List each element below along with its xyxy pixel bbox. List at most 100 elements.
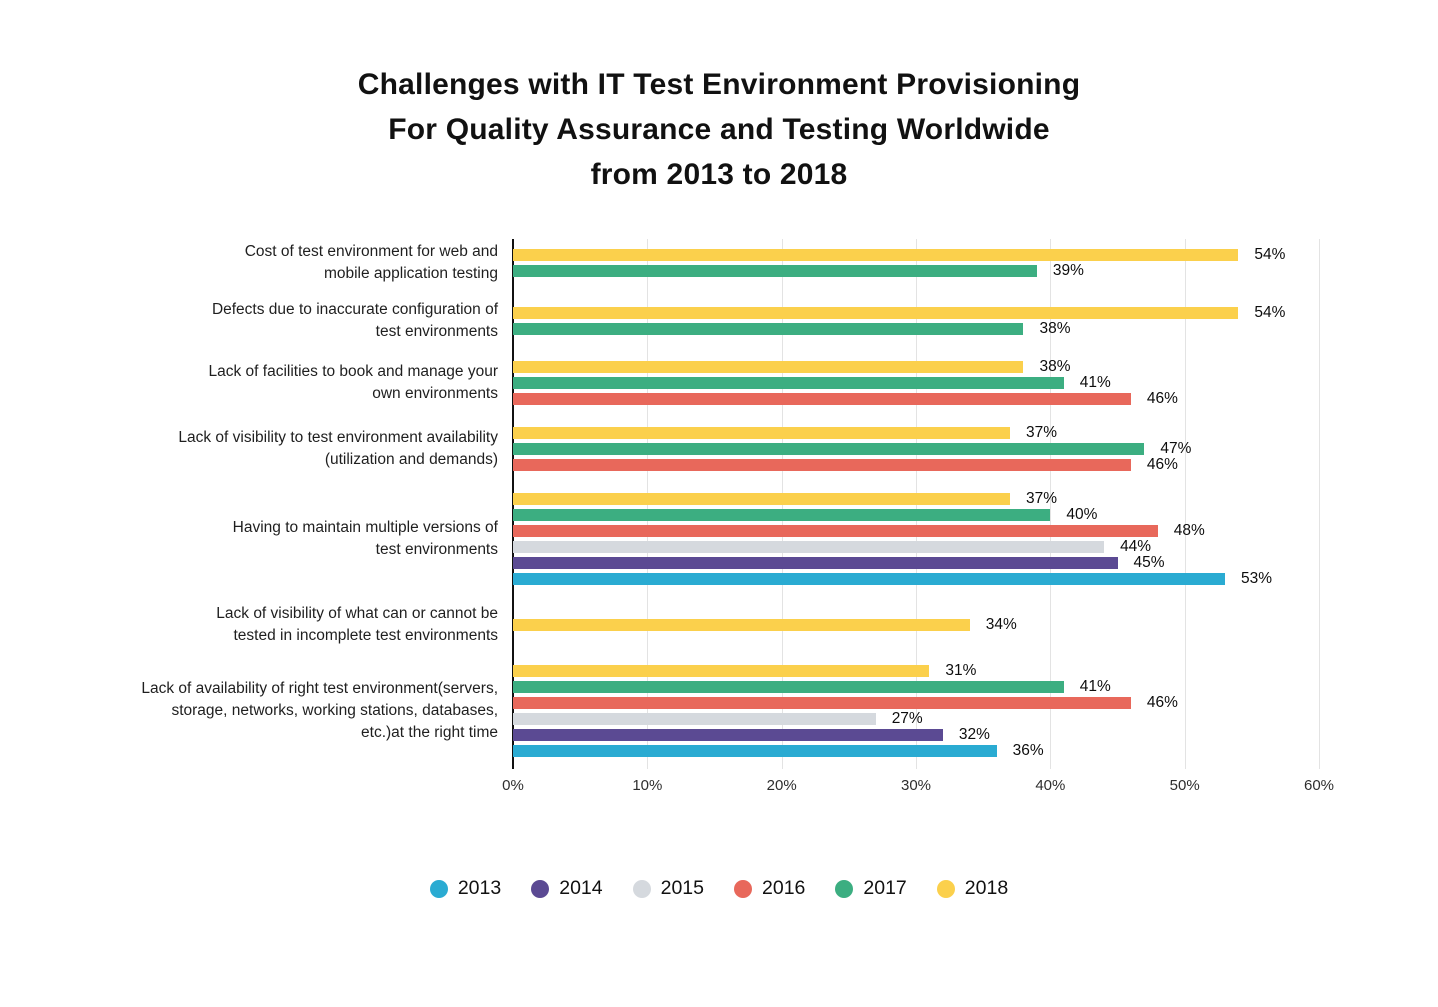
bar-line-2014: 45% (513, 554, 1319, 571)
category-label: Lack of availability of right test envir… (141, 680, 498, 741)
bar-2018 (513, 493, 1011, 505)
bar-value-label: 53% (1240, 570, 1272, 587)
chart-title-line-2: For Quality Assurance and Testing Worldw… (388, 113, 1050, 146)
bar-2014 (513, 729, 943, 741)
bar-2018 (513, 665, 930, 677)
legend-label: 2016 (762, 877, 806, 899)
bar-2018 (513, 619, 970, 631)
bar-2018 (513, 249, 1239, 261)
category-row: Defects due to inaccurate configuration … (120, 299, 1319, 343)
legend-item-2013: 2013 (429, 877, 502, 900)
bar-line-2017: 40% (513, 506, 1319, 523)
category-bars: 37% 40% 48% 44% 45% 53% (513, 489, 1319, 589)
bar-value-label: 45% (1133, 554, 1165, 571)
legend-label: 2014 (559, 877, 603, 899)
bar-value-label: 37% (1026, 424, 1058, 441)
bar-line-2018: 31% (513, 662, 1319, 679)
bar-line-2015: 27% (513, 710, 1319, 727)
bar-2017 (513, 265, 1037, 277)
x-axis-tick-label: 50% (1169, 777, 1200, 794)
bar-2014 (513, 557, 1118, 569)
bar-value-label: 47% (1160, 440, 1192, 457)
bar-2013 (513, 745, 997, 757)
bar-line-2018: 54% (513, 304, 1319, 321)
category-label: Having to maintain multiple versions of … (232, 519, 498, 558)
bar-value-label: 41% (1079, 374, 1111, 391)
bar-line-2017: 41% (513, 374, 1319, 391)
bar-2016 (513, 393, 1131, 405)
category-label: Cost of test environment for web and mob… (244, 243, 498, 282)
bar-value-label: 38% (1039, 358, 1071, 375)
bar-2017 (513, 681, 1064, 693)
category-row: Lack of visibility to test environment a… (120, 423, 1319, 475)
legend-label: 2015 (660, 877, 704, 899)
bar-value-label: 54% (1254, 304, 1286, 321)
category-label: Lack of facilities to book and manage yo… (208, 363, 498, 402)
bar-line-2016: 46% (513, 456, 1319, 473)
bar-line-2013: 36% (513, 742, 1319, 759)
category-label: Lack of visibility to test environment a… (178, 429, 498, 468)
bar-value-label: 37% (1026, 490, 1058, 507)
legend-dot-icon (734, 879, 752, 898)
legend-item-2014: 2014 (531, 877, 603, 900)
bar-chart: Cost of test environment for web and mob… (0, 239, 1438, 900)
legend-label: 2017 (863, 877, 907, 899)
x-axis-tick-label: 40% (1035, 777, 1066, 794)
bar-2017 (513, 509, 1051, 521)
x-axis: 0% 10% 20% 30% 40% 50% 60% (502, 777, 1334, 799)
x-axis-tick-label: 60% (1303, 777, 1335, 794)
bar-line-2016: 46% (513, 390, 1319, 407)
bar-2018 (513, 307, 1239, 319)
gridline-60 (1319, 239, 1320, 769)
x-axis-tick-label: 0% (502, 777, 524, 794)
bar-2016 (513, 697, 1131, 709)
bar-line-2018: 37% (513, 490, 1319, 507)
category-label: Defects due to inaccurate configuration … (211, 301, 498, 340)
category-bars: 38% 41% 46% (513, 357, 1319, 409)
legend-label: 2013 (457, 877, 502, 899)
legend-dot-icon (632, 879, 651, 898)
legend-dot-icon (835, 879, 854, 898)
legend-item-2017: 2017 (835, 877, 907, 900)
bar-2017 (513, 323, 1024, 335)
legend-dot-icon (936, 879, 955, 898)
category-bars: 34% (513, 615, 1319, 635)
bar-value-label: 40% (1066, 506, 1098, 523)
bar-2016 (513, 459, 1131, 471)
x-axis-tick-label: 30% (900, 777, 932, 794)
category-label: Lack of visibility of what can or cannot… (216, 605, 498, 644)
chart-title-line-3: from 2013 to 2018 (590, 158, 848, 191)
legend-label: 2018 (964, 877, 1009, 899)
bar-line-2018: 54% (513, 246, 1319, 263)
category-bars: 31% 41% 46% 27% 32% 36% (513, 661, 1319, 761)
category-bars: 54% 38% (513, 303, 1319, 339)
chart-title: Challenges with IT Test Environment Prov… (0, 62, 1438, 197)
bar-value-label: 41% (1079, 678, 1111, 695)
x-axis-tick-label: 10% (632, 777, 663, 794)
bar-value-label: 46% (1146, 694, 1178, 711)
bar-2015 (513, 713, 876, 725)
bar-value-label: 31% (945, 662, 977, 679)
bar-line-2015: 44% (513, 538, 1319, 555)
gridline-50 (1184, 239, 1186, 769)
bar-line-2014: 32% (513, 726, 1319, 743)
category-row: Lack of visibility of what can or cannot… (120, 603, 1319, 647)
x-axis-tick-label: 20% (766, 777, 797, 794)
bar-line-2016: 46% (513, 694, 1319, 711)
chart-rows: Cost of test environment for web and mob… (120, 241, 1319, 761)
bar-line-2018: 37% (513, 424, 1319, 441)
legend-dot-icon (531, 879, 550, 898)
category-row: Lack of facilities to book and manage yo… (120, 357, 1319, 409)
bar-line-2017: 38% (513, 320, 1319, 337)
bar-line-2018: 38% (513, 358, 1319, 375)
category-row: Having to maintain multiple versions of … (120, 489, 1319, 589)
category-bars: 37% 47% 46% (513, 423, 1319, 475)
legend-dot-icon (429, 879, 448, 898)
bar-line-2018: 34% (513, 616, 1319, 633)
chart-legend: 2013 2014 2015 2016 2017 2018 (0, 877, 1438, 900)
bar-value-label: 38% (1039, 320, 1071, 337)
category-row: Cost of test environment for web and mob… (120, 241, 1319, 285)
bar-line-2017: 41% (513, 678, 1319, 695)
bar-value-label: 54% (1254, 246, 1286, 263)
bar-2017 (513, 377, 1064, 389)
